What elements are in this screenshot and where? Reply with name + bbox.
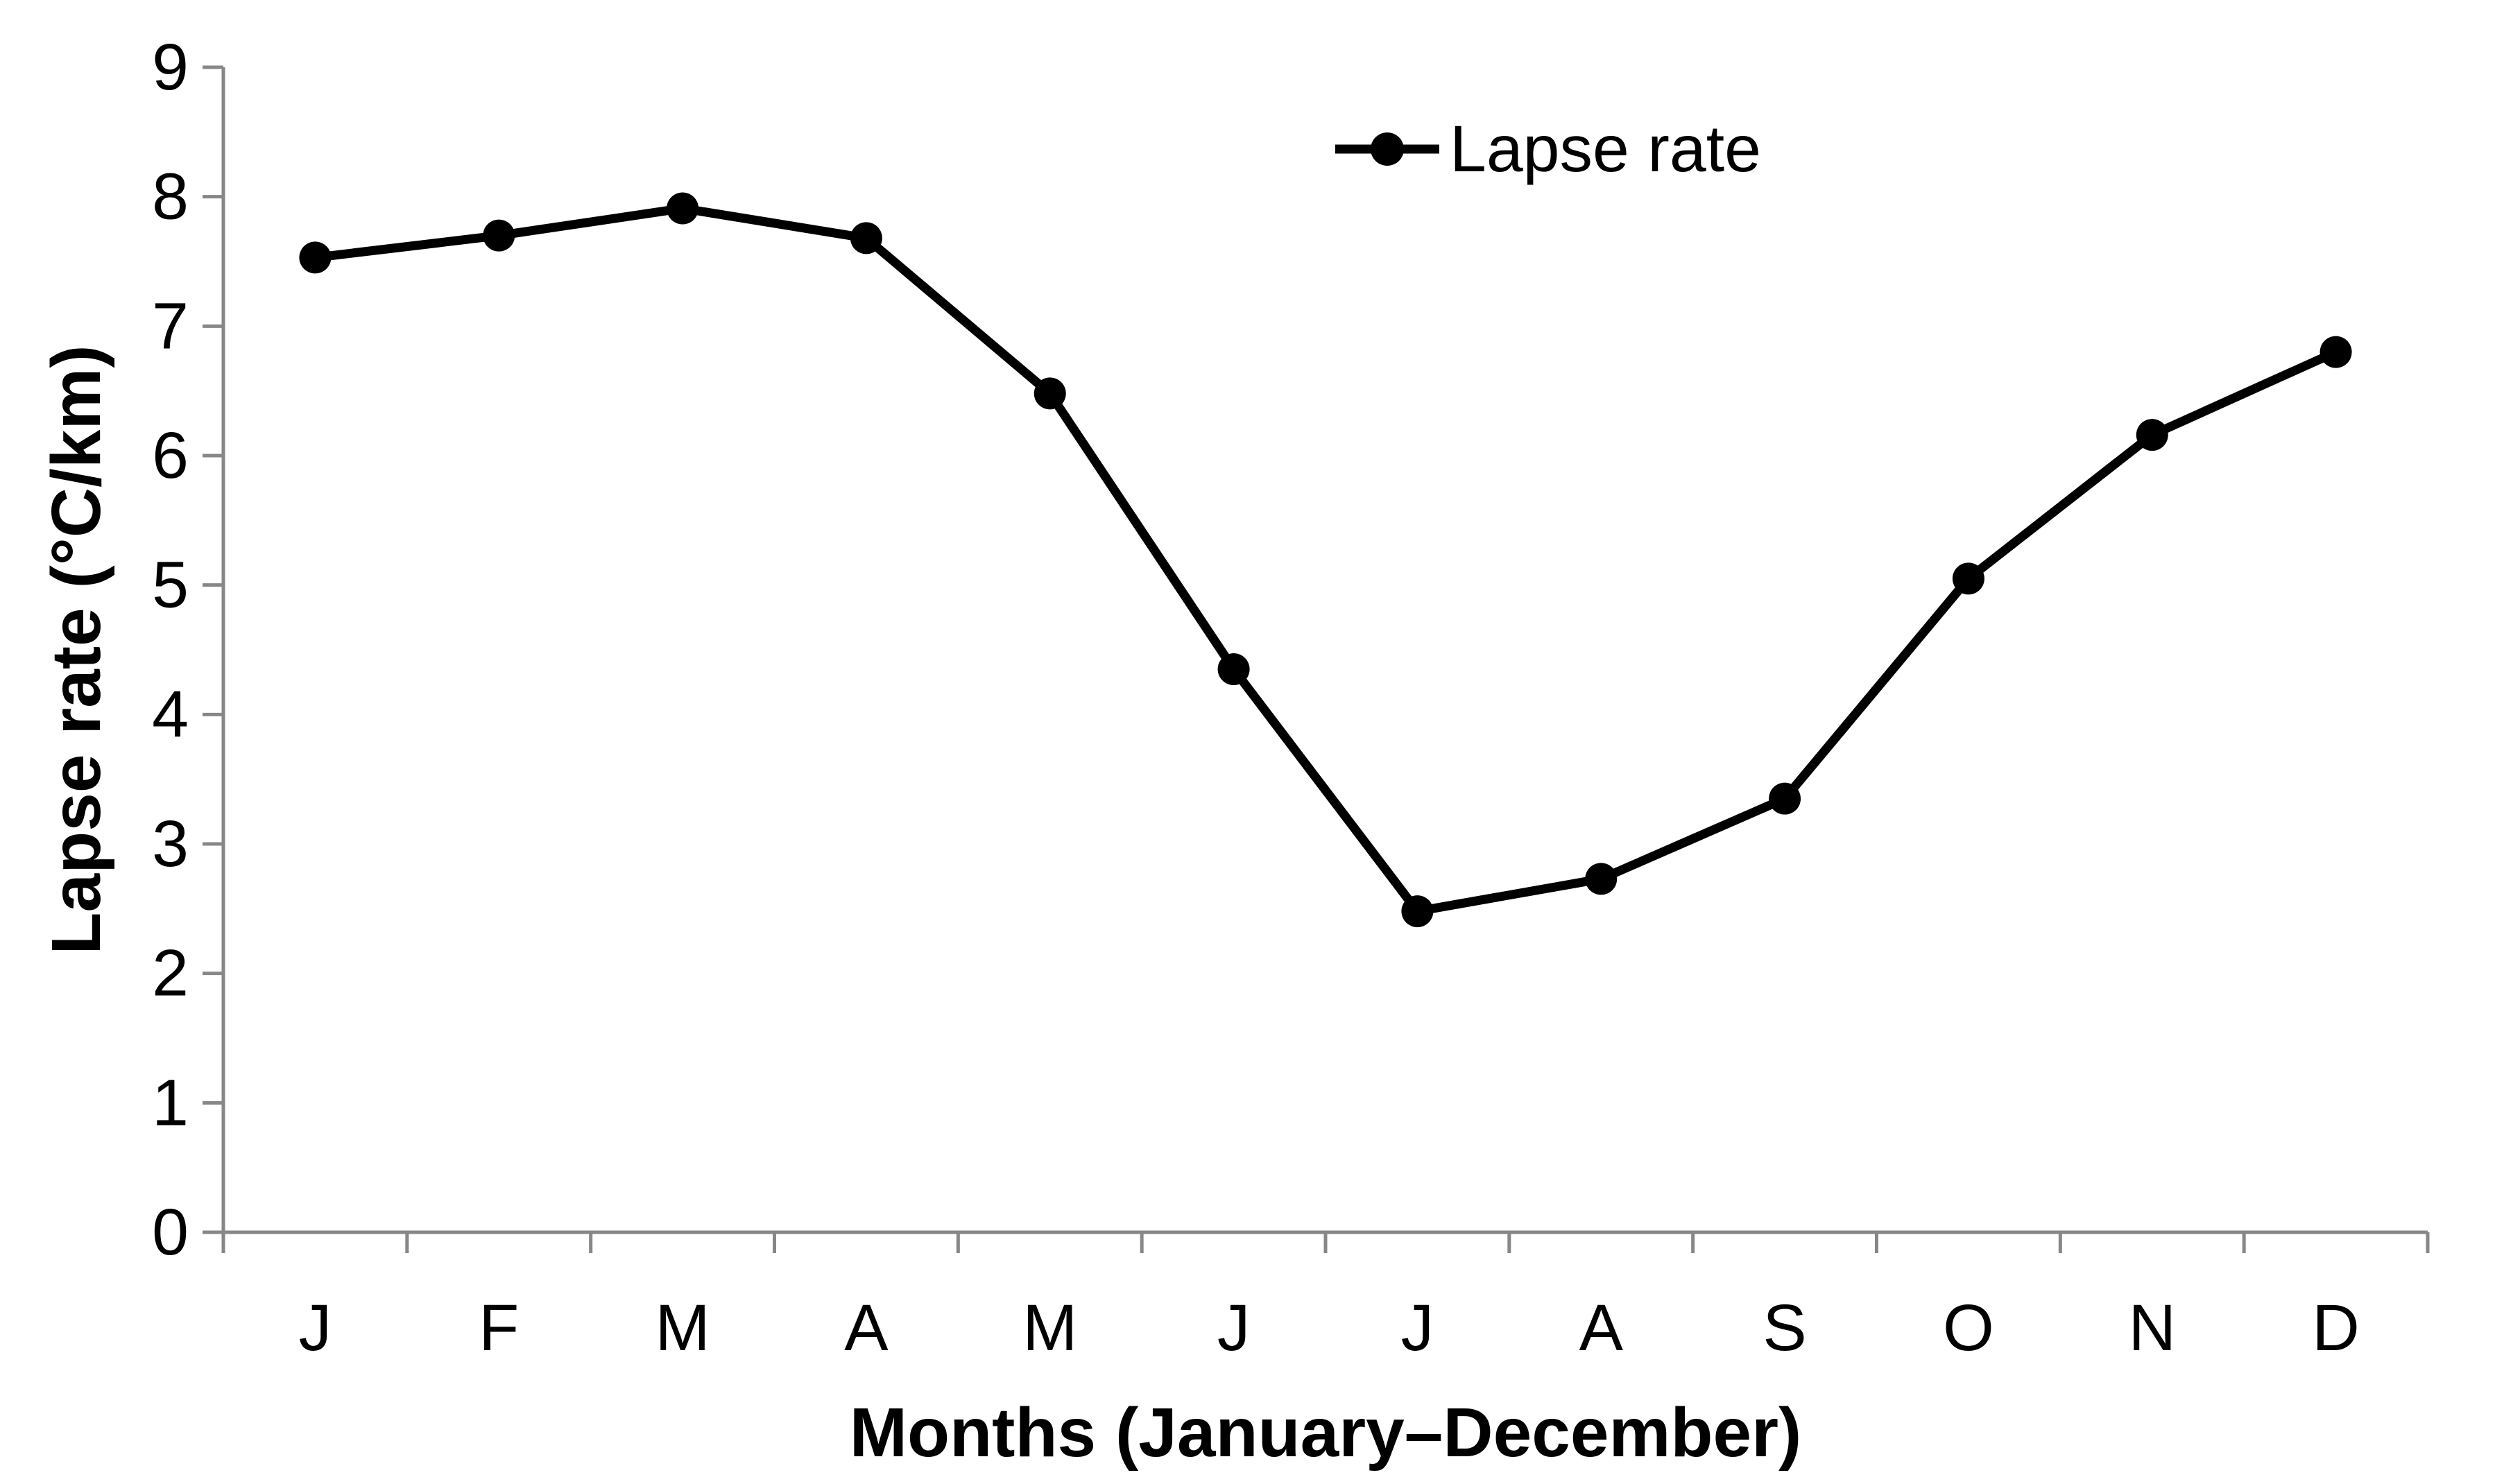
x-tick-label: A	[1579, 1291, 1624, 1365]
y-tick-label: 5	[152, 549, 189, 622]
y-axis-tick-labels: 0 1 2 3 4 5 6 7 8 9	[152, 31, 189, 1269]
x-tick-label: M	[655, 1291, 710, 1365]
data-point-marker	[1401, 895, 1434, 928]
data-point-marker	[1585, 863, 1618, 895]
y-tick-label: 6	[152, 419, 189, 492]
data-point-marker	[2136, 419, 2168, 451]
x-tick-label: N	[2128, 1291, 2176, 1365]
series-lapse-rate	[299, 192, 2352, 928]
y-tick-label: 3	[152, 807, 189, 881]
data-point-marker	[850, 222, 882, 254]
legend: Lapse rate	[1335, 112, 1761, 186]
x-tick-label: J	[1217, 1291, 1251, 1365]
axes	[203, 65, 2430, 1253]
lapse-rate-line	[314, 203, 2338, 916]
data-point-marker	[299, 241, 332, 274]
x-tick-label: F	[479, 1291, 519, 1365]
x-axis-title: Months (January–December)	[850, 1394, 1802, 1472]
data-point-marker	[1034, 377, 1066, 410]
legend-label: Lapse rate	[1450, 112, 1761, 186]
y-tick-label: 2	[152, 937, 189, 1010]
data-point-marker	[667, 192, 699, 225]
x-tick-label: J	[1401, 1291, 1434, 1365]
data-point-marker	[1952, 562, 1984, 595]
data-point-marker	[1769, 782, 1801, 815]
y-tick-label: 0	[152, 1196, 189, 1269]
x-tick-label: A	[844, 1291, 889, 1365]
legend-marker-icon	[1371, 132, 1404, 166]
data-point-marker	[2319, 336, 2352, 368]
x-tick-label: M	[1022, 1291, 1077, 1365]
y-axis-title: Lapse rate (°C/km)	[37, 345, 115, 954]
x-tick-label: O	[1943, 1291, 1994, 1365]
y-tick-label: 1	[152, 1066, 189, 1139]
y-tick-label: 8	[152, 160, 189, 234]
y-tick-label: 4	[152, 678, 189, 751]
data-point-marker	[1217, 653, 1250, 685]
y-tick-label: 7	[152, 289, 189, 363]
data-point-marker	[483, 219, 515, 252]
y-tick-label: 9	[152, 31, 189, 104]
x-tick-label: J	[299, 1291, 332, 1365]
x-tick-label: S	[1763, 1291, 1806, 1365]
x-tick-label: D	[2312, 1291, 2360, 1365]
